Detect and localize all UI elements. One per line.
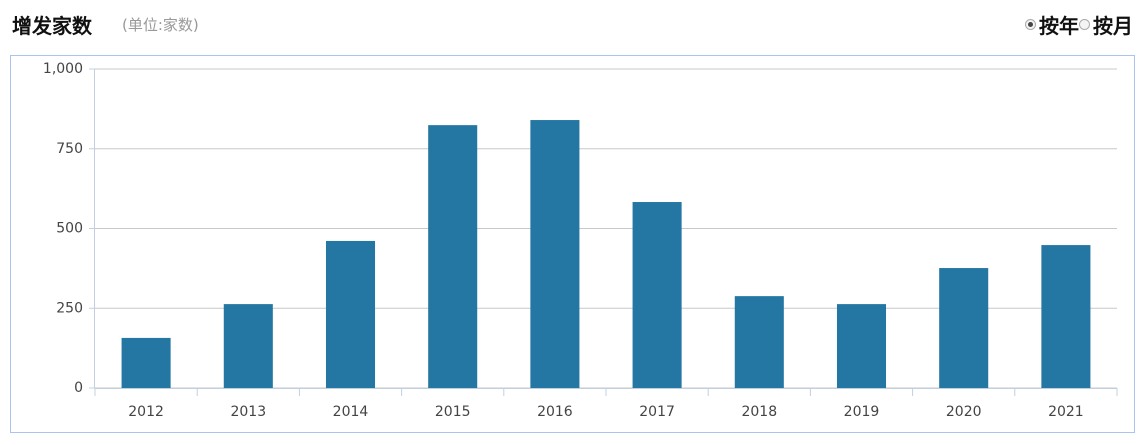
x-tick-label: 2013 — [230, 404, 266, 420]
bar — [939, 268, 989, 388]
x-tick-label: 2020 — [946, 404, 982, 420]
period-option[interactable]: 按月 — [1079, 10, 1133, 39]
option-label[interactable]: 按月 — [1093, 14, 1133, 38]
chart-frame — [10, 55, 1135, 433]
radio[interactable] — [1025, 19, 1036, 30]
x-tick-label: 2014 — [333, 404, 369, 420]
chart-title: 增发家数 — [12, 14, 92, 38]
y-tick-label: 250 — [56, 300, 83, 316]
bar — [734, 296, 784, 388]
period-toggle: 按年 按月 — [1025, 10, 1133, 39]
bar — [325, 240, 376, 388]
chart-subtitle: (单位:家数) — [122, 16, 199, 34]
bar — [632, 202, 682, 388]
x-tick-label: 2017 — [639, 404, 675, 420]
y-tick-label: 500 — [56, 221, 83, 237]
x-tick-label: 2018 — [741, 404, 777, 420]
y-tick-label: 1,000 — [43, 61, 83, 77]
x-tick-label: 2019 — [844, 404, 880, 420]
bar — [121, 337, 171, 388]
x-tick-label: 2016 — [537, 404, 573, 420]
bar — [530, 120, 580, 388]
y-tick-label: 750 — [56, 141, 83, 157]
radio[interactable] — [1079, 19, 1090, 30]
x-tick-label: 2015 — [435, 404, 471, 420]
x-tick-label: 2012 — [128, 404, 164, 420]
option-label[interactable]: 按年 — [1039, 14, 1079, 38]
bar — [1041, 245, 1091, 388]
x-tick-label: 2021 — [1048, 404, 1084, 420]
bar — [836, 304, 887, 388]
bar — [428, 125, 478, 389]
y-tick-label: 0 — [74, 380, 83, 396]
period-option[interactable]: 按年 — [1025, 10, 1079, 39]
bar — [223, 304, 273, 388]
